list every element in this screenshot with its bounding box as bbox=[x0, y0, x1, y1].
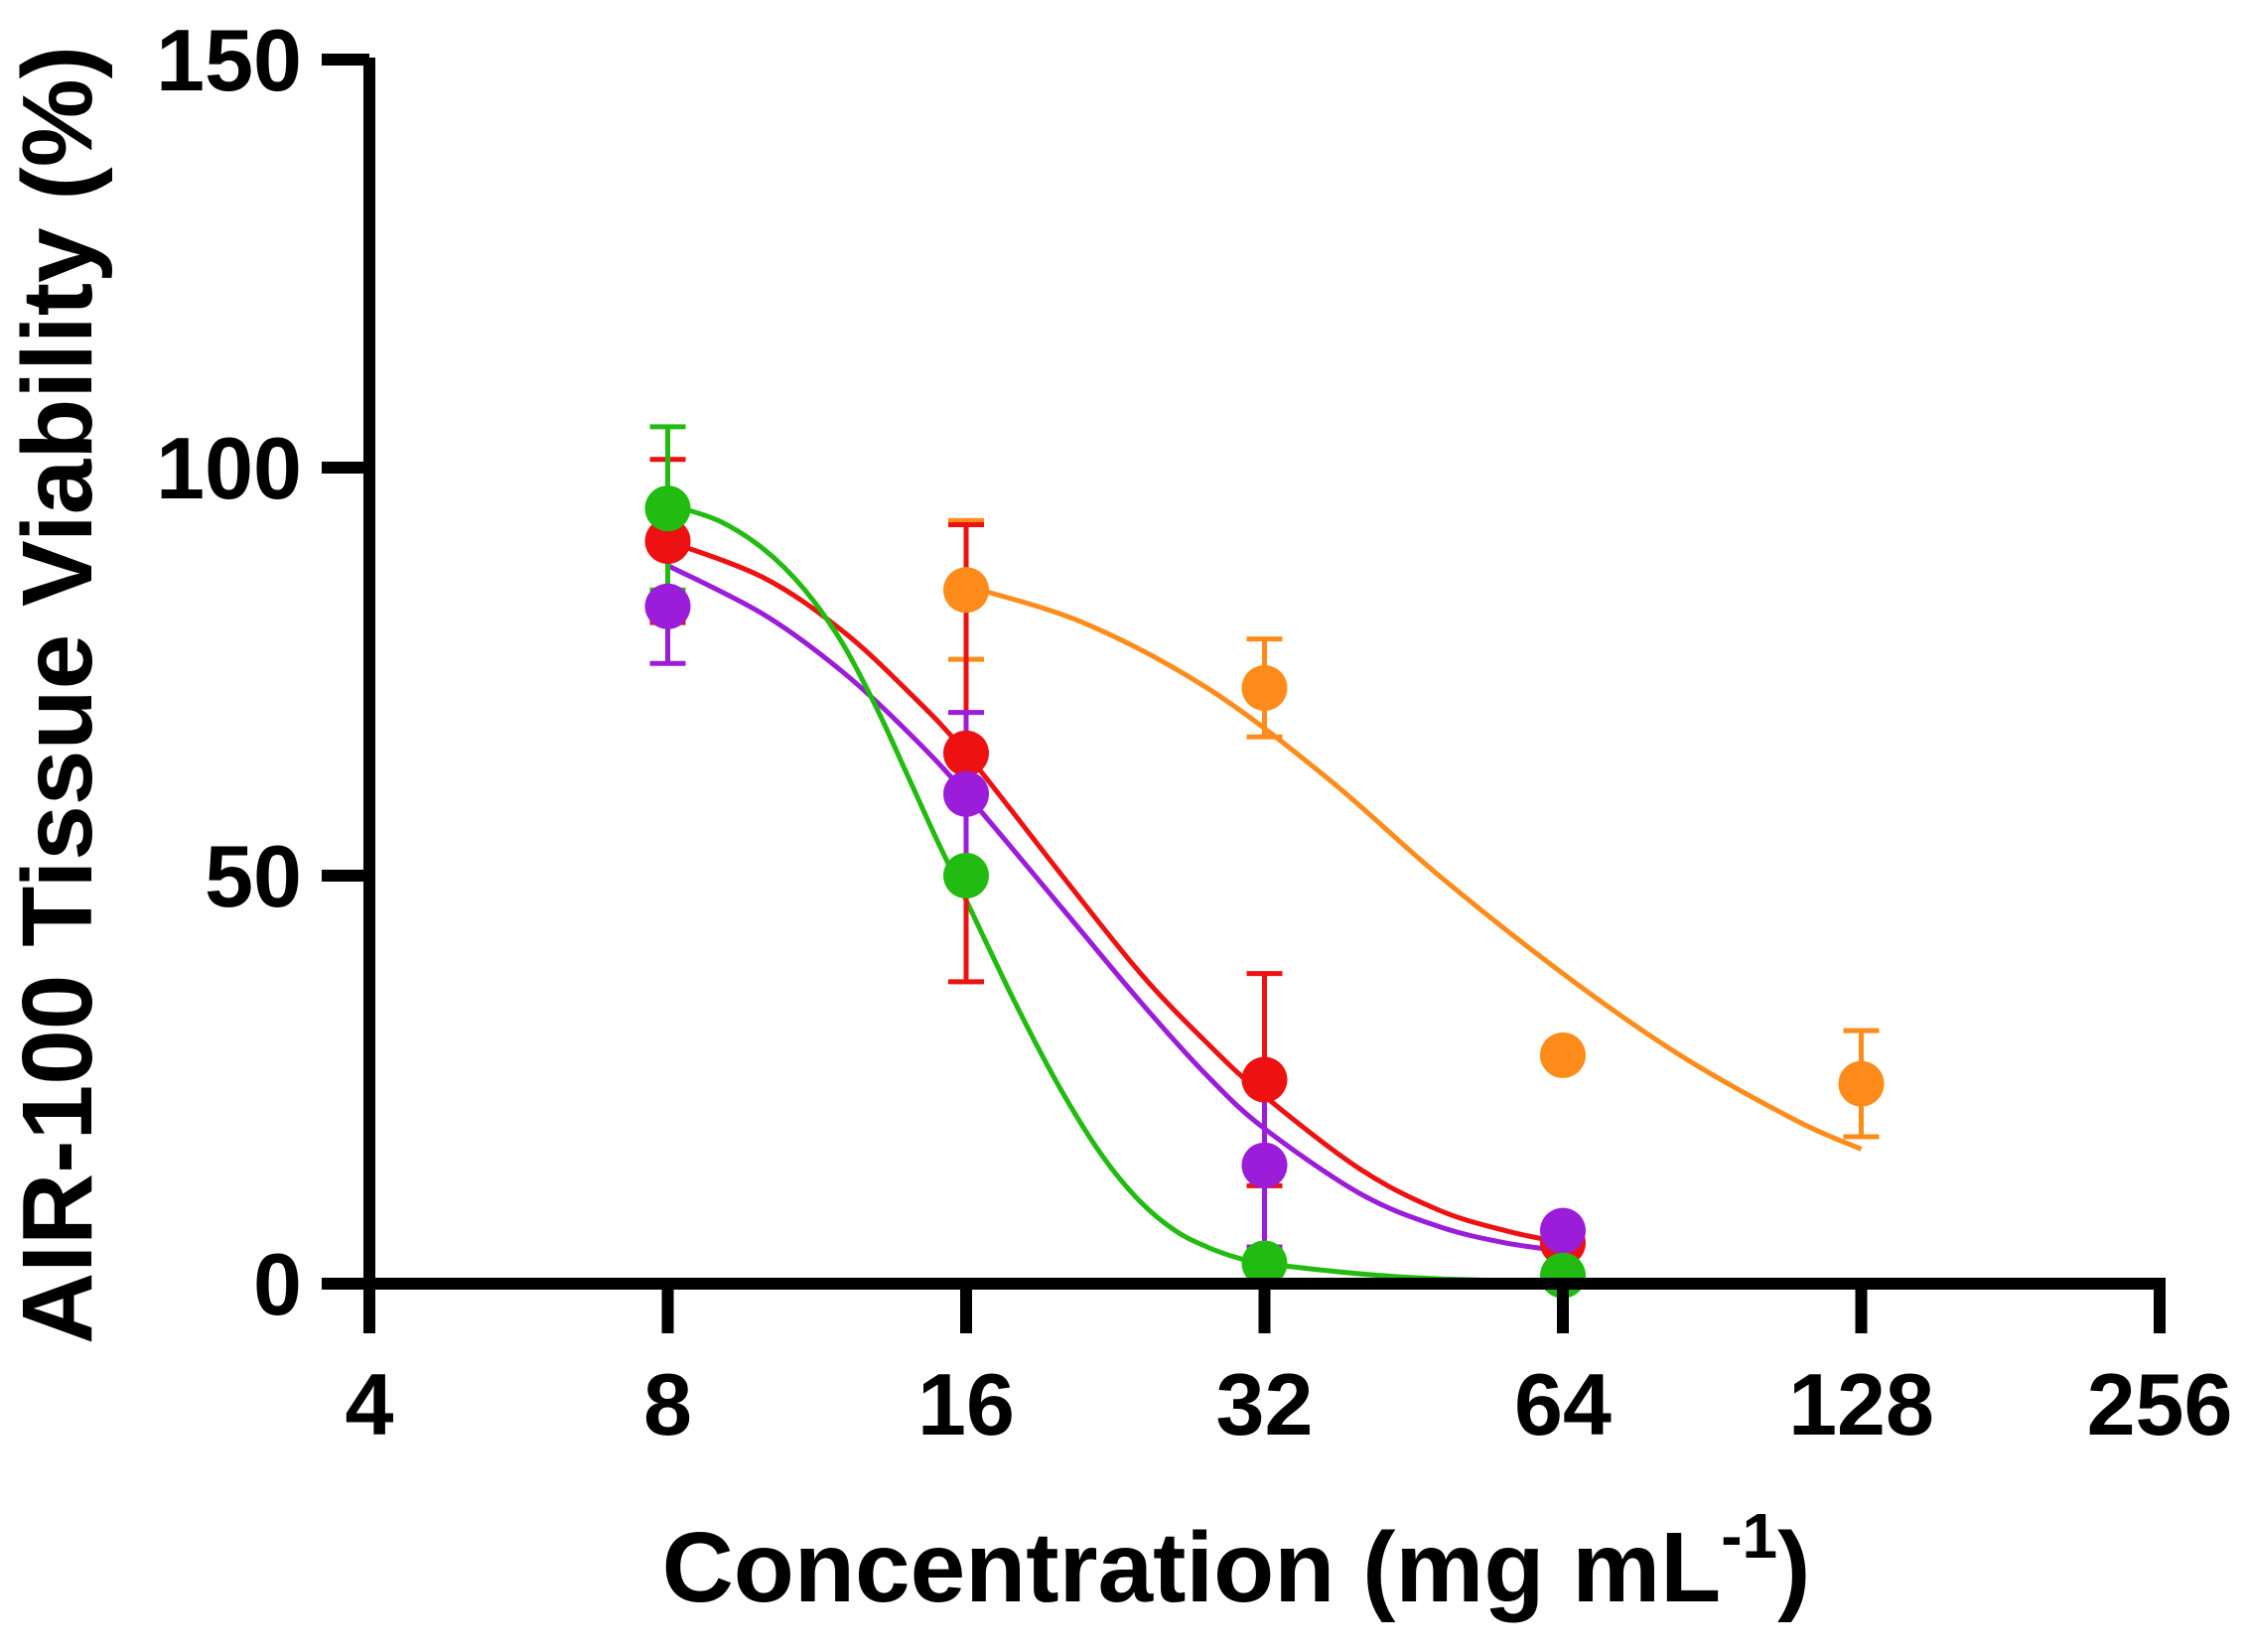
x-tick-label: 8 bbox=[643, 1355, 692, 1453]
data-point-green bbox=[943, 853, 989, 898]
fit-curve-purple bbox=[666, 563, 1564, 1254]
x-tick-label: 128 bbox=[1788, 1355, 1934, 1453]
tick-labels: 0 50 100 150 4 8 16 32 64 128 256 bbox=[156, 11, 2232, 1453]
fit-curve-green bbox=[666, 501, 1564, 1285]
x-axis-title: Concentration (mg mL-1) bbox=[662, 1500, 1811, 1623]
data-point-orange bbox=[1241, 664, 1288, 711]
y-tick-label: 150 bbox=[156, 11, 302, 109]
x-axis-title-main: Concentration (mg mL bbox=[662, 1512, 1722, 1623]
x-tick-label: 32 bbox=[1216, 1355, 1314, 1453]
error-bars bbox=[649, 424, 1880, 1250]
x-tick-label: 64 bbox=[1514, 1355, 1612, 1453]
data-point-purple bbox=[943, 770, 989, 817]
y-tick-label: 50 bbox=[205, 827, 302, 925]
x-axis-title-suffix: ) bbox=[1777, 1512, 1810, 1623]
y-tick-label: 0 bbox=[253, 1235, 302, 1333]
data-point-orange bbox=[943, 567, 989, 614]
x-axis-title-superscript: -1 bbox=[1721, 1500, 1777, 1572]
data-point-orange bbox=[1838, 1060, 1885, 1107]
data-point-purple bbox=[1540, 1207, 1586, 1254]
data-point-red bbox=[943, 730, 989, 776]
y-axis-title: AIR-100 Tissue Viability (%) bbox=[2, 46, 113, 1344]
axes bbox=[322, 54, 2166, 1333]
data-point-red bbox=[644, 517, 691, 564]
fit-curve-red bbox=[666, 538, 1564, 1246]
data-point-purple bbox=[644, 583, 691, 629]
data-point-green bbox=[644, 485, 691, 532]
data-point-red bbox=[1241, 1056, 1288, 1103]
data-points bbox=[644, 485, 1885, 1299]
x-tick-label: 4 bbox=[346, 1355, 394, 1453]
y-tick-label: 100 bbox=[156, 419, 302, 517]
data-point-green bbox=[1241, 1240, 1288, 1287]
fit-curve-orange bbox=[965, 583, 1863, 1152]
x-tick-label: 16 bbox=[917, 1355, 1015, 1453]
x-tick-label: 256 bbox=[2087, 1355, 2233, 1453]
data-point-orange bbox=[1540, 1032, 1586, 1078]
data-point-purple bbox=[1241, 1142, 1288, 1188]
